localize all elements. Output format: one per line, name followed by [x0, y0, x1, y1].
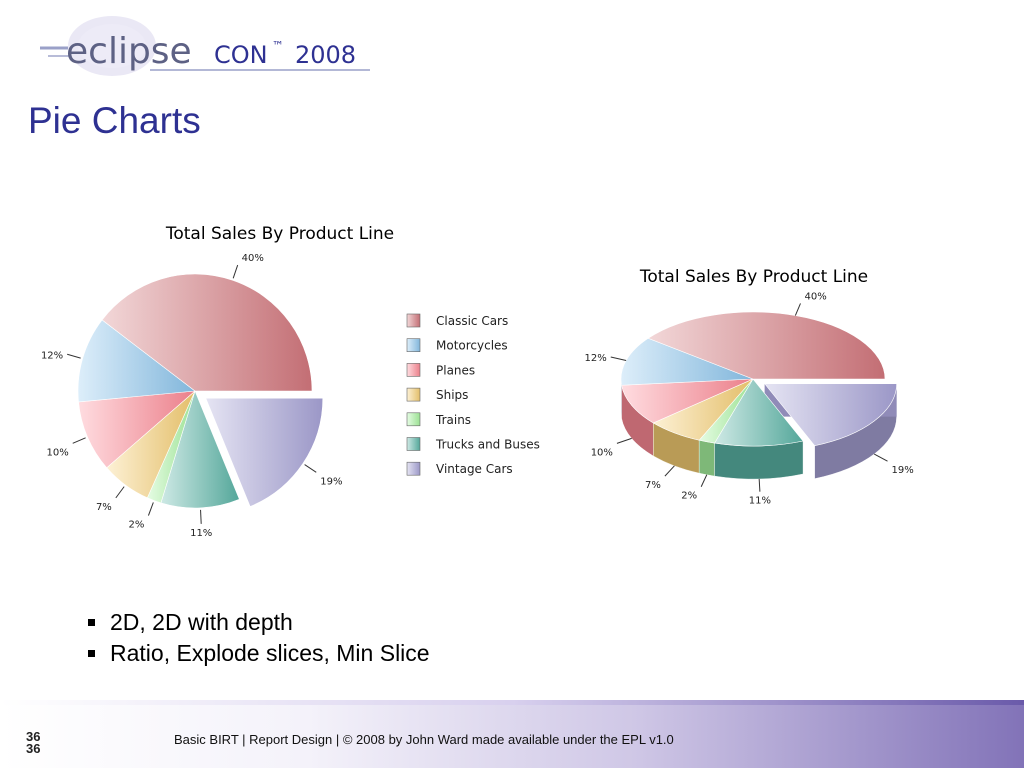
logo-year: 2008 [295, 41, 356, 69]
pie-3d-slice-trucks-and-buses [714, 378, 804, 447]
pie-3d-leader-line [794, 303, 801, 316]
pie-2d-leader-line [115, 486, 125, 499]
pie-3d-data-label: 12% [585, 353, 607, 364]
legend-swatch-ships [406, 387, 421, 402]
legend-label-vintage-cars: Vintage Cars [436, 462, 513, 476]
legend-label-planes: Planes [436, 363, 475, 377]
pie-3d-slice-motorcycles [620, 337, 754, 386]
footer-band [0, 700, 1024, 768]
bullet-list: 2D, 2D with depth Ratio, Explode slices,… [88, 607, 430, 669]
pie-2d-slice-motorcycles [77, 319, 196, 403]
legend-swatch-trucks-and-buses [406, 437, 421, 451]
bullet-item: Ratio, Explode slices, Min Slice [88, 638, 430, 669]
pie-3d-slice-classic-cars [647, 311, 886, 380]
legend-label-trains: Trains [435, 413, 471, 427]
legend-swatch-vintage-cars [406, 461, 421, 476]
pie-3d-leader-line [700, 474, 708, 487]
pie-2d-leader-line [232, 264, 239, 279]
page-number-text: 36 [26, 729, 41, 744]
pie-3d-leader-line [664, 465, 675, 477]
pie-3d-side-trucks-and-buses [714, 440, 804, 480]
pie-3d-leader-line [758, 478, 761, 492]
pie-2d-data-label: 12% [41, 350, 63, 361]
pie-3d-data-label: 10% [591, 447, 613, 458]
pie-3d-data-label: 7% [645, 480, 661, 491]
pie-2d-data-label: 19% [320, 476, 342, 487]
pie-2d-slice-trucks-and-buses [160, 390, 240, 509]
bullet-square-icon [88, 650, 95, 657]
pie-2d-slice-planes [78, 390, 196, 469]
pie-2d-slice-vintage-cars [205, 397, 324, 507]
pie-2d-data-label: 2% [129, 520, 145, 531]
logo-text-main: eclipse [66, 31, 192, 72]
pie-2d-leader-line [67, 353, 81, 359]
pie-2d-data-label: 11% [190, 528, 212, 539]
legend-label-trucks-and-buses: Trucks and Buses [435, 438, 540, 452]
pie-2d-leader-line [72, 437, 86, 444]
pie-3d-leader-line [610, 356, 627, 361]
chart-2d-title: Total Sales By Product Line [165, 224, 394, 244]
bullet-square-icon [88, 619, 95, 626]
bullet-text: 2D, 2D with depth [110, 609, 293, 635]
legend-swatch-trains [406, 412, 421, 427]
legend-label-ships: Ships [436, 388, 468, 402]
page-number-text: 36 [26, 741, 41, 756]
pie-2d-data-label: 10% [46, 447, 68, 458]
pie-2d-leader-line [200, 509, 202, 524]
pie-3d: 19% 11% 2% 7% 10% 12% 40% [585, 291, 914, 506]
pie-3d-side-trains [698, 439, 715, 477]
pie-3d-leader-line [874, 453, 888, 462]
legend-swatch-classic-cars [406, 313, 421, 328]
legend-label-motorcycles: Motorcycles [436, 339, 508, 353]
eclipsecon-logo: eclipse CON ™ 2008 [40, 16, 370, 76]
pie-2d-data-label: 40% [242, 253, 264, 264]
pie-2d-data-label: 7% [96, 502, 112, 513]
legend-swatch-motorcycles [406, 338, 421, 353]
pie-2d-leader-line [304, 464, 317, 473]
legend-swatch-planes [406, 363, 421, 377]
pie-3d-slice-vintage-cars [763, 383, 897, 447]
pie-3d-slice-planes [621, 378, 754, 424]
pie-3d-data-label: 2% [681, 491, 697, 502]
page-number: 36 36 [26, 729, 41, 756]
legend-label-classic-cars: Classic Cars [436, 314, 508, 328]
pie-3d-leader-line [616, 437, 632, 444]
pie-2d-slice-classic-cars [101, 273, 313, 392]
chart-3d-title: Total Sales By Product Line [639, 267, 868, 287]
bullet-text: Ratio, Explode slices, Min Slice [110, 640, 430, 666]
pie-3d-data-label: 40% [804, 291, 826, 302]
pie-2d: 19% 11% 2% 7% 10% 12% 40% [41, 253, 343, 539]
logo-tm: ™ [272, 39, 284, 53]
logo-text-con: CON [214, 41, 268, 69]
pie-3d-data-label: 11% [749, 496, 771, 507]
pie-3d-data-label: 19% [892, 465, 914, 476]
slide-title: Pie Charts [28, 100, 201, 141]
footer-text: Basic BIRT | Report Design | © 2008 by J… [174, 732, 674, 747]
pie-2d-leader-line [147, 502, 154, 516]
chart-legend: Classic Cars Motorcycles Planes Ships Trains… [406, 313, 540, 476]
bullet-item: 2D, 2D with depth [88, 607, 430, 638]
